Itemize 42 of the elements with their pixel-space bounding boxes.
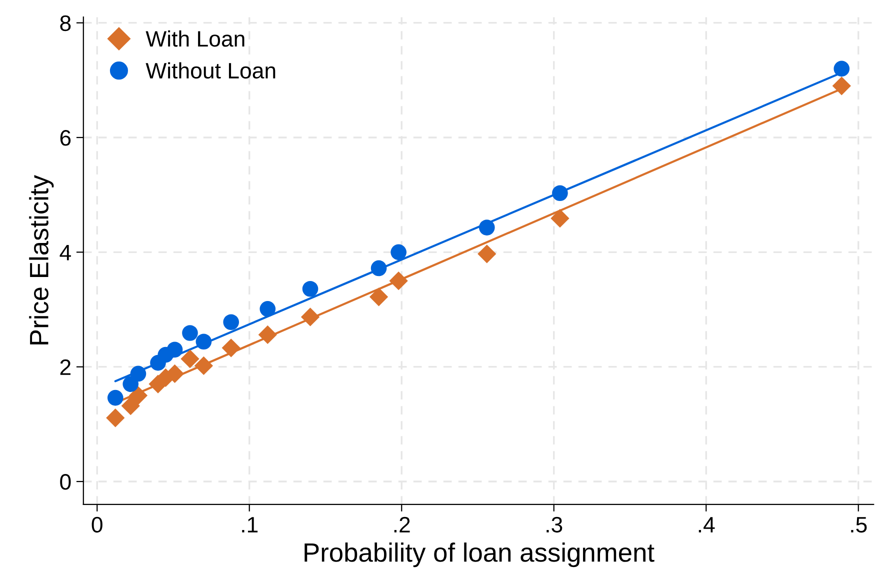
point bbox=[223, 314, 240, 330]
y-tick-label: 2 bbox=[60, 359, 70, 375]
point bbox=[107, 390, 124, 406]
x-axis-title: Probability of loan assignment bbox=[304, 542, 654, 568]
legend-label: With Loan bbox=[146, 30, 244, 47]
point bbox=[260, 301, 276, 317]
point bbox=[130, 366, 146, 382]
point bbox=[166, 342, 183, 358]
point bbox=[552, 185, 568, 202]
point bbox=[196, 334, 212, 350]
point bbox=[550, 209, 570, 228]
point bbox=[222, 338, 240, 358]
x-tick-label: .4 bbox=[698, 517, 715, 532]
point bbox=[302, 280, 318, 297]
x-tick-label: .1 bbox=[242, 517, 258, 532]
y-axis-title: Price Elasticity bbox=[29, 175, 54, 344]
point bbox=[194, 356, 214, 376]
y-tick-label: 8 bbox=[60, 15, 71, 32]
x-tick-label: .2 bbox=[394, 516, 410, 532]
y-tick-label: 6 bbox=[60, 130, 71, 146]
point bbox=[370, 260, 387, 276]
point bbox=[106, 408, 125, 428]
point bbox=[832, 76, 851, 96]
x-tick-label: .5 bbox=[851, 517, 867, 533]
point bbox=[258, 325, 277, 344]
point bbox=[478, 220, 495, 236]
y-tick-label: 0 bbox=[60, 474, 71, 490]
point bbox=[834, 60, 850, 77]
point bbox=[478, 244, 496, 264]
point bbox=[128, 386, 148, 405]
point bbox=[390, 244, 406, 260]
x-tick-label: 0 bbox=[92, 516, 102, 533]
point bbox=[121, 396, 140, 416]
point bbox=[369, 288, 388, 306]
point bbox=[180, 350, 200, 368]
legend-label: Without Loan bbox=[146, 62, 276, 79]
point bbox=[389, 272, 408, 290]
x-tick-label: .3 bbox=[546, 516, 562, 533]
point bbox=[122, 376, 139, 392]
point bbox=[300, 308, 320, 326]
y-tick-label: 4 bbox=[60, 244, 71, 260]
point bbox=[182, 325, 198, 341]
